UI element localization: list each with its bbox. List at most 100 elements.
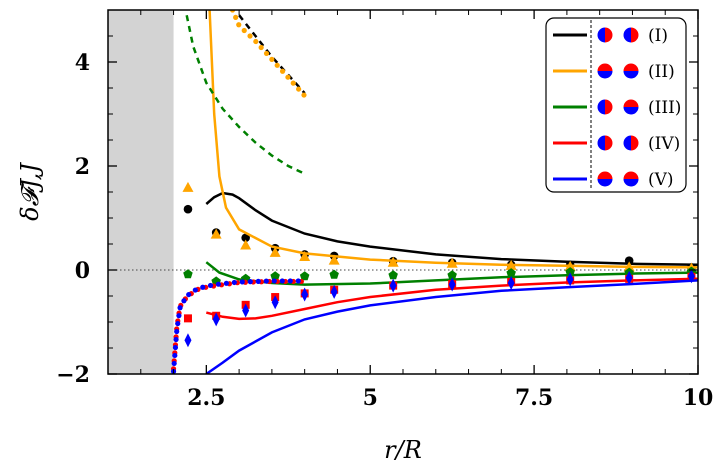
legend-entry-v: (V) [553,170,674,190]
series-v-dotted-curve-dot [200,284,206,290]
legend-entry-iii: (III) [553,98,681,118]
series-ii-upper-dotted-curve-dot [279,68,286,74]
x-axis-title: r/R [384,436,422,464]
hemisphere [597,71,613,79]
series-ii-point [446,257,458,268]
series-ii-upper-dotted-curve-dot [253,38,259,45]
janus-particle-icon [597,135,613,151]
series-ii-point [623,261,635,272]
series-v-dotted-curve-dot [271,278,277,284]
hemisphere [597,179,613,187]
series-ii-point [564,260,576,271]
series-v-dotted-curve-dot [287,278,293,284]
legend-entry-i: (I) [553,26,668,46]
series-v-dotted-curve-dot [207,282,214,289]
janus-particle-icon [597,63,613,79]
legend-entry-i-label: (I) [648,26,668,46]
series-ii-upper-dotted-curve-dot [274,62,280,68]
series-v-dotted-curve-dot [231,279,237,286]
series-iii-point [388,270,398,280]
series-ii-point [269,246,281,257]
series-v-point [389,278,397,293]
legend: (I) (II) (III) (IV) (V) [545,17,687,193]
hemisphere [597,27,605,43]
series-ii-point [182,181,194,192]
series-ii-upper-dotted-curve-dot [247,33,253,39]
y-tick-label: −2 [56,362,90,388]
series-ii-upper-dotted-curve-dot [258,44,264,51]
series-ii-upper-dotted-curve-dot [301,92,307,98]
series-ii-point [210,228,222,239]
hemisphere [631,27,639,43]
series-ii-point [505,259,517,270]
series-v-point [301,287,309,302]
hemisphere [605,99,613,115]
y-tick-label: 4 [75,50,90,76]
hemisphere [623,63,639,71]
legend-entry-iv-label: (IV) [648,134,680,154]
series-v-dotted-curve-dot [215,281,222,287]
series-v-dotted-curve-dot [177,305,183,311]
legend-entry-ii: (II) [553,62,675,82]
series-ii-upper-dotted-curve-dot [290,80,296,86]
series-i-point [241,233,250,243]
hemisphere [623,107,639,115]
janus-particle-icon [623,171,639,187]
series-v-dotted-curve-dot [181,298,187,304]
series-iii-point [270,271,280,281]
series-iii-point [506,268,516,278]
hemisphere [597,63,613,71]
legend-entry-v-label: (V) [648,170,674,190]
series-ii-point [240,239,252,250]
janus-particle-icon [623,27,639,43]
series-i-curve [205,191,698,267]
series-v-dotted-curve-dot [239,279,245,285]
series-v-dotted-curve-dot [175,320,181,327]
series-v-point [566,272,574,287]
series-v-dotted-curve-dot [223,280,229,286]
hemisphere [597,99,605,115]
series-v-point [687,269,695,284]
janus-particle-icon [623,99,639,115]
series-v-point [507,276,515,290]
hemisphere [623,27,631,43]
series-v-dotted-curve-dot [247,279,253,285]
series-v-point [184,333,192,348]
hemisphere [623,99,639,107]
series-iii-asymptotic-curve [185,14,306,175]
janus-particle-icon [597,171,613,187]
series-v-dotted-curve-dot [174,328,180,335]
series-ii-point [328,254,340,265]
legend-entry-iv: (IV) [553,134,680,154]
x-tick-label: 2.5 [187,385,225,411]
hemisphere [597,135,605,151]
series-iii-curve [205,261,698,286]
series-iv-point [183,314,192,323]
hemisphere [623,135,631,151]
series-ii-upper-dotted-curve-dot [236,22,242,28]
series-v-dotted-curve-dot [172,352,178,359]
series-v-point [271,295,279,310]
series-v-dotted-curve-dot [192,287,198,293]
series-v-dotted-curve-dot [186,291,192,298]
series-v-point [330,284,338,299]
legend-entry-iii-label: (III) [648,98,681,118]
janus-particle-icon [597,99,613,115]
series-v-dotted-curve-dot [171,360,177,367]
series-i-point [624,256,634,265]
series-iii-point [447,270,457,280]
janus-particle-icon [623,63,639,79]
y-axis-title: δ𝓕J,J [16,162,44,221]
hemisphere [605,27,613,43]
series-v-dotted-curve [170,278,301,374]
x-tick-label: 7.5 [515,385,553,411]
excluded-region [108,10,174,374]
series-v-dotted-curve-dot [279,278,285,284]
series-v-dotted-curve-dot [172,344,179,351]
hemisphere [605,135,613,151]
y-tick-label: 2 [75,154,90,180]
series-v-point [212,312,220,327]
series-ii-upper-dotted-curve-dot [296,86,302,92]
